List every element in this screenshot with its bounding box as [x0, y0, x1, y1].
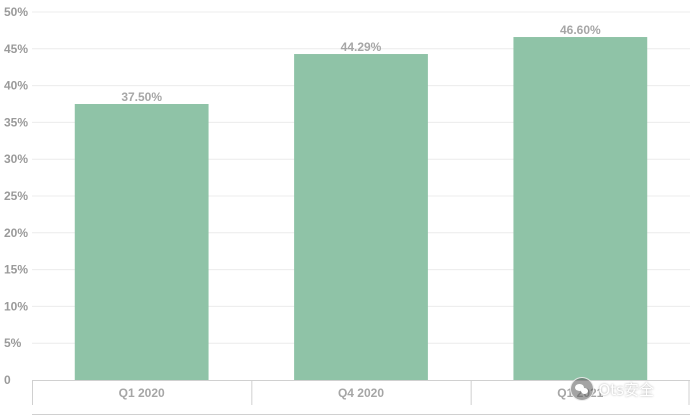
- y-tick-label: 20%: [4, 226, 28, 240]
- wechat-icon: [570, 377, 595, 401]
- y-tick-label: 45%: [4, 42, 28, 56]
- x-tick-label: Q4 2020: [338, 386, 384, 400]
- bars: 37.50% 44.29% 46.60%: [74, 23, 648, 381]
- y-tick-label: 5%: [4, 336, 22, 350]
- y-tick-label: 0: [4, 373, 11, 387]
- y-tick-label: 15%: [4, 263, 28, 277]
- y-tick-label: 40%: [4, 79, 28, 93]
- y-tick-label: 25%: [4, 189, 28, 203]
- y-axis-ticks: 0 5% 10% 15% 20% 25% 30% 35% 40% 45% 50%: [4, 5, 28, 387]
- x-tick-label: Q1 2020: [119, 386, 165, 400]
- y-tick-label: 35%: [4, 115, 28, 129]
- bar: [74, 104, 209, 380]
- data-label: 46.60%: [560, 23, 601, 37]
- bar: [294, 54, 428, 380]
- watermark: Ots安全: [570, 377, 654, 401]
- y-tick-label: 50%: [4, 5, 28, 19]
- y-tick-label: 30%: [4, 152, 28, 166]
- data-label: 44.29%: [341, 40, 382, 54]
- watermark-text: Ots安全: [598, 380, 654, 399]
- data-label: 37.50%: [121, 90, 162, 104]
- y-tick-label: 10%: [4, 299, 28, 313]
- bar: [513, 37, 648, 381]
